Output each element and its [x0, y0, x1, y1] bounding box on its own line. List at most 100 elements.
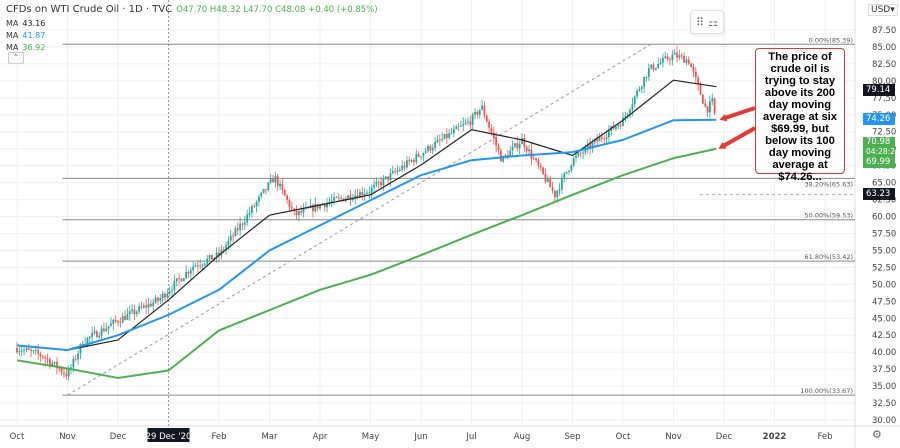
candle-body [690, 63, 693, 68]
candle [32, 349, 35, 355]
candle-body [525, 146, 528, 152]
candle [178, 273, 180, 285]
candle-body [248, 212, 251, 215]
candle [391, 165, 394, 175]
candle-body [678, 55, 681, 58]
candle [697, 75, 700, 91]
symbol-title: CFDs on WTI Crude Oil · 1D · TVC [6, 4, 173, 15]
candle [523, 134, 526, 153]
price-badge-ma50: 79.14 [863, 84, 895, 96]
fib-level-label: 100.00%(33.67) [800, 387, 853, 395]
candle-body [199, 265, 202, 267]
candle [568, 170, 570, 176]
candle [368, 186, 371, 199]
candle-body [77, 353, 79, 360]
candle-body [657, 64, 660, 68]
candle-body [676, 52, 678, 58]
candle-body [140, 306, 143, 308]
candle-body [706, 106, 709, 113]
candle [105, 322, 108, 332]
candle-body [561, 177, 563, 190]
x-tick-label: Nov [59, 432, 76, 442]
currency-selector[interactable]: USD▾ [868, 4, 898, 16]
candle [605, 130, 608, 144]
candle [77, 350, 79, 365]
candle [474, 108, 476, 119]
candle [265, 189, 267, 195]
candle-body [535, 158, 537, 161]
candle [98, 331, 101, 339]
candle [711, 93, 714, 106]
candle [586, 139, 589, 154]
x-tick-label: Feb [817, 432, 832, 442]
candle-body [253, 206, 256, 207]
candle [471, 112, 474, 130]
candle-body [579, 152, 582, 154]
candle-body [436, 139, 439, 143]
candle-body [157, 297, 159, 301]
candle [438, 134, 441, 147]
candle-body [192, 266, 195, 271]
candle [272, 174, 274, 183]
candle-body [692, 67, 695, 72]
object-tree-icon[interactable]: ⚏ [708, 15, 718, 29]
candle [690, 62, 693, 68]
candle-body [74, 358, 77, 360]
candle-body [340, 197, 343, 199]
candle-body [330, 200, 333, 203]
candle [563, 171, 566, 183]
candle [499, 148, 502, 162]
candle-body [337, 197, 340, 199]
price-badge-level: 63.23 [863, 188, 895, 200]
candle [396, 165, 399, 176]
candle-body [467, 121, 469, 123]
candle [521, 132, 523, 145]
chart-toolbox[interactable]: ⠿ ⚏ [690, 10, 724, 34]
last-price: 70.98 [866, 137, 891, 147]
ma-200-legend[interactable]: MA 36.92 [6, 43, 45, 52]
candle-body [48, 359, 51, 366]
candle [312, 203, 314, 218]
candle [65, 367, 68, 380]
collapse-legend-button[interactable]: ⌃ [8, 52, 24, 64]
candle [709, 95, 711, 118]
candle-body [389, 173, 392, 180]
ma-50-legend[interactable]: MA 43.16 [6, 19, 45, 28]
candle [427, 144, 429, 154]
candle [398, 166, 401, 172]
candle-body [117, 321, 119, 323]
annotation-arrowhead [718, 141, 727, 149]
candle [225, 241, 227, 255]
candle-body [640, 86, 643, 90]
candle-body [178, 278, 180, 280]
candle [546, 175, 549, 183]
ma-50-value: 43.16 [22, 19, 46, 28]
drag-handle-icon[interactable]: ⠿ [696, 15, 705, 29]
candle-body [149, 303, 152, 307]
candle [542, 166, 545, 176]
candle-body [464, 122, 467, 124]
candle [159, 294, 162, 305]
candle [654, 67, 657, 71]
candle-body [577, 152, 580, 156]
candle-body [471, 114, 474, 125]
candle-body [58, 368, 61, 370]
candle-body [359, 192, 361, 198]
candle-body [643, 76, 646, 87]
candle-body [671, 54, 674, 61]
ma-100-legend[interactable]: MA 41.87 [6, 31, 45, 40]
candle-body [161, 293, 164, 298]
settings-gear-icon[interactable]: ⚙ [872, 428, 882, 441]
candle-body [18, 351, 21, 353]
candle [551, 181, 554, 194]
candle-body [615, 126, 617, 129]
candle-body [422, 153, 425, 157]
candle [133, 304, 136, 321]
candle-body [16, 348, 18, 353]
candle [608, 125, 610, 144]
candle [382, 175, 385, 191]
candle-body [124, 316, 126, 320]
y-tick-label: 87.50 [872, 26, 896, 36]
candle [549, 175, 552, 188]
